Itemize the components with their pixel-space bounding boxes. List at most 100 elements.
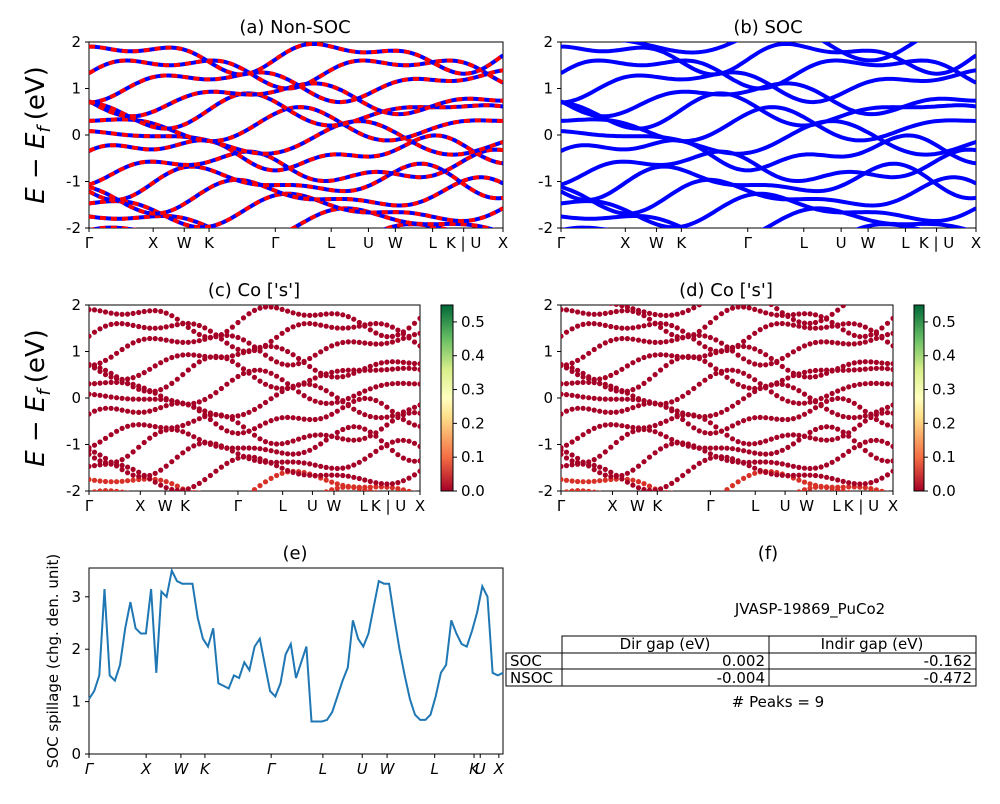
band-point <box>307 363 313 370</box>
band-point <box>702 414 708 420</box>
band-point <box>575 488 581 491</box>
band-point <box>801 311 808 317</box>
band-point <box>373 414 379 420</box>
band-point <box>334 399 340 405</box>
band-point <box>185 320 191 327</box>
band-point <box>246 340 252 346</box>
band-line <box>561 206 969 228</box>
band-point <box>411 360 418 367</box>
band-point <box>630 424 636 431</box>
band-point <box>563 329 570 335</box>
band-point <box>219 502 224 507</box>
band-point <box>796 319 802 325</box>
band-point <box>746 459 752 465</box>
band-point <box>102 372 109 378</box>
band-point <box>307 355 313 362</box>
x-tick-label: U <box>836 234 847 252</box>
band-point <box>696 354 702 360</box>
band-point <box>857 367 863 373</box>
band-point <box>807 481 813 487</box>
band-point <box>213 412 219 418</box>
band-point <box>191 490 196 491</box>
x-tick-label: K <box>180 497 191 515</box>
x-tick-label: W <box>177 234 192 252</box>
band-point <box>102 455 109 461</box>
band-point <box>131 491 136 496</box>
band-point <box>873 409 880 415</box>
band-point <box>829 424 835 430</box>
band-point <box>713 348 719 354</box>
band-point <box>580 432 586 438</box>
band-point <box>575 298 580 303</box>
band-point <box>619 435 625 441</box>
band-point <box>307 461 313 467</box>
band-point <box>646 316 653 322</box>
band-point <box>373 448 379 454</box>
band-point <box>180 339 186 345</box>
band-point <box>219 497 224 502</box>
band-point <box>152 388 158 394</box>
band-point <box>735 305 741 310</box>
band-point <box>575 435 581 441</box>
bands <box>561 42 976 228</box>
band-point <box>713 445 719 451</box>
band-point <box>851 367 857 373</box>
band-point <box>674 408 680 414</box>
band-point <box>147 435 153 441</box>
band-point <box>125 453 131 459</box>
band-point <box>141 370 147 376</box>
band-point <box>102 323 109 329</box>
band-point <box>586 376 592 382</box>
band-point <box>862 366 868 372</box>
band-point <box>741 305 747 310</box>
band-point <box>362 412 368 418</box>
band-point <box>680 310 686 316</box>
band-point <box>257 483 263 489</box>
band-point <box>879 457 885 463</box>
band-point <box>752 459 758 465</box>
band-point <box>807 395 813 401</box>
band-point <box>774 380 780 386</box>
band-point <box>296 459 302 465</box>
band-point <box>417 315 420 321</box>
band-point <box>367 478 373 484</box>
y-tick-label: 2 <box>71 296 81 314</box>
band-point <box>174 376 180 382</box>
band-point <box>658 339 664 345</box>
band-point <box>884 472 891 478</box>
band-point <box>97 439 103 445</box>
band-point <box>114 379 120 385</box>
band-point <box>868 366 874 372</box>
band-point <box>569 462 575 468</box>
band-point <box>345 473 351 479</box>
band-point <box>351 339 357 345</box>
band-point <box>879 407 885 413</box>
band-point <box>829 323 835 329</box>
band-point <box>873 365 880 371</box>
band-point <box>373 484 379 490</box>
band-point <box>274 472 280 479</box>
band-point <box>785 321 791 327</box>
bands <box>89 42 503 228</box>
band-point <box>768 451 774 457</box>
band-point <box>262 479 269 485</box>
band-point <box>97 308 103 314</box>
band-point <box>670 490 674 491</box>
band-point <box>89 476 92 483</box>
band-point <box>603 491 608 496</box>
band-point <box>597 423 603 429</box>
band-point <box>624 336 631 342</box>
band-point <box>262 439 269 445</box>
band-point <box>268 448 274 454</box>
band-point <box>274 441 280 447</box>
band-point <box>707 319 714 326</box>
band-point <box>246 511 251 516</box>
band-point <box>274 416 280 422</box>
band-point <box>608 338 614 344</box>
band-point <box>801 400 808 406</box>
band-point <box>329 465 335 471</box>
band-point <box>641 380 647 386</box>
band-point <box>561 463 564 469</box>
band-point <box>840 327 846 333</box>
band-point <box>411 404 418 410</box>
